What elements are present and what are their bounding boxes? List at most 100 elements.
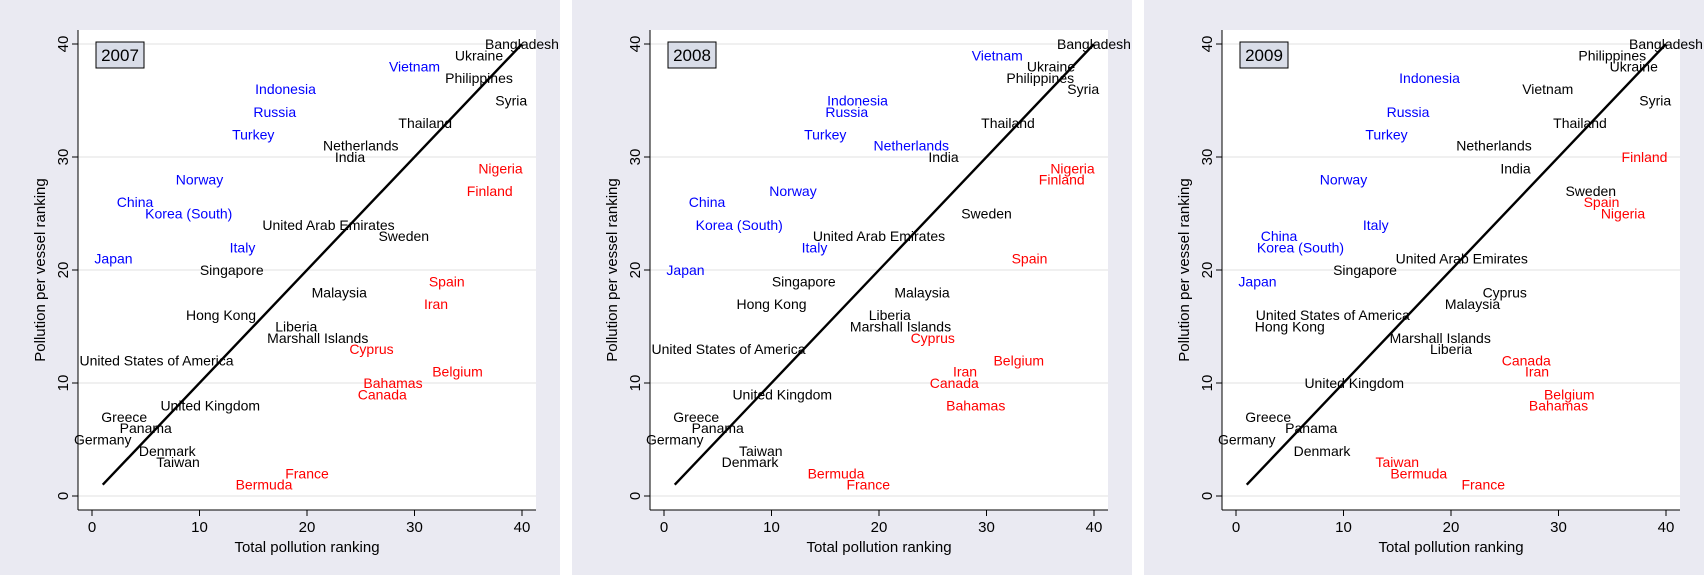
point-label: Netherlands [874,138,950,154]
x-tick-label: 0 [88,519,96,536]
point-label: Hong Kong [736,296,806,312]
x-axis-title: Total pollution ranking [234,539,379,556]
point-label: Korea (South) [145,206,232,222]
reference-line [101,43,523,486]
point-label: Vietnam [972,47,1023,63]
point-label: Liberia [275,319,317,335]
point-label: Germany [1218,432,1276,448]
point-label: Singapore [772,273,836,289]
point-label: United Kingdom [160,398,260,414]
point-label: Ukraine [1610,59,1658,75]
point-label: Germany [646,432,704,448]
x-tick-label: 40 [1086,519,1103,536]
x-tick-label: 20 [299,519,316,536]
point-label: Japan [1238,273,1276,289]
point-label: Spain [1584,194,1620,210]
panel-label-box [1239,41,1289,69]
point-label: Thailand [981,115,1035,131]
point-label: Bermuda [808,465,865,481]
point-label: Canada [930,375,979,391]
x-axis-title: Total pollution ranking [1378,539,1523,556]
panel-label: 2008 [673,46,711,65]
point-label: Iran [424,296,448,312]
point-label: Greece [101,409,147,425]
x-tick-label: 10 [191,519,208,536]
x-tick-label: 40 [514,519,531,536]
y-tick-label: 30 [627,149,644,166]
y-tick-label: 10 [1199,375,1216,392]
point-label: Taiwan [739,443,783,459]
point-label: Taiwan [1375,454,1419,470]
point-label: Philippines [1578,47,1646,63]
point-label: Indonesia [827,93,888,109]
point-label: Norway [1320,172,1367,188]
x-tick-label: 40 [1658,519,1675,536]
point-label: Nigeria [1601,206,1646,222]
y-tick-label: 0 [627,492,644,500]
point-label: Belgium [1544,386,1595,402]
point-label: Iran [1525,364,1549,380]
y-tick-label: 40 [55,36,72,53]
point-label: Vietnam [389,59,440,75]
point-label: Belgium [993,352,1044,368]
point-label: Bermuda [1390,465,1447,481]
point-label: Cyprus [1483,285,1527,301]
point-label: Malaysia [894,285,949,301]
point-label: United Kingdom [732,386,832,402]
panel-2: 0 10 20 30 40 0 10 20 30 40 Total pollution rankin… [1144,0,1704,575]
point-label: Cyprus [349,341,393,357]
point-label: Thailand [398,115,452,131]
point-label: Canada [358,386,407,402]
point-label: Finland [1622,149,1668,165]
point-label: Turkey [232,126,274,142]
point-label: Turkey [1365,126,1407,142]
point-label: Marshall Islands [1390,330,1491,346]
point-label: United Arab Emirates [262,217,394,233]
x-tick-label: 30 [406,519,423,536]
x-tick-label: 20 [1443,519,1460,536]
point-label: France [1461,477,1505,493]
point-label: Liberia [1430,341,1472,357]
point-label: Denmark [139,443,197,459]
point-label: Panama [692,420,744,436]
point-label: China [689,194,726,210]
point-label: Norway [176,172,223,188]
y-tick-label: 20 [627,262,644,279]
point-label: Panama [120,420,172,436]
panel-label-box [667,41,717,69]
point-label: United Arab Emirates [813,228,945,244]
point-label: United States of America [651,341,805,357]
y-tick-label: 40 [627,36,644,53]
point-label: Vietnam [1522,81,1573,97]
point-label: China [1261,228,1298,244]
y-tick-label: 20 [55,262,72,279]
point-label: United States of America [79,352,233,368]
panel-label-box [95,41,145,69]
point-label: Hong Kong [1255,319,1325,335]
y-tick-label: 40 [1199,36,1216,53]
y-tick-label: 10 [55,375,72,392]
y-axis-title: Pollution per vessel ranking [1176,178,1193,361]
x-tick-label: 30 [978,519,995,536]
point-label: Japan [666,262,704,278]
point-label: Singapore [200,262,264,278]
point-label: Malaysia [1445,296,1500,312]
y-tick-label: 0 [55,492,72,500]
point-label: United Kingdom [1304,375,1404,391]
point-label: Japan [94,251,132,267]
point-label: Belgium [432,364,483,380]
panel-label: 2009 [1245,46,1283,65]
point-label: Cyprus [911,330,955,346]
point-label: Russia [825,104,868,120]
point-label: France [285,465,329,481]
point-label: United States of America [1256,307,1410,323]
point-label: Syria [495,93,527,109]
point-label: Denmark [722,454,780,470]
point-label: Italy [1363,217,1389,233]
point-label: Canada [1502,352,1551,368]
point-label: Spain [1012,251,1048,267]
point-label: Hong Kong [186,307,256,323]
point-label: India [335,149,366,165]
point-label: Marshall Islands [267,330,368,346]
